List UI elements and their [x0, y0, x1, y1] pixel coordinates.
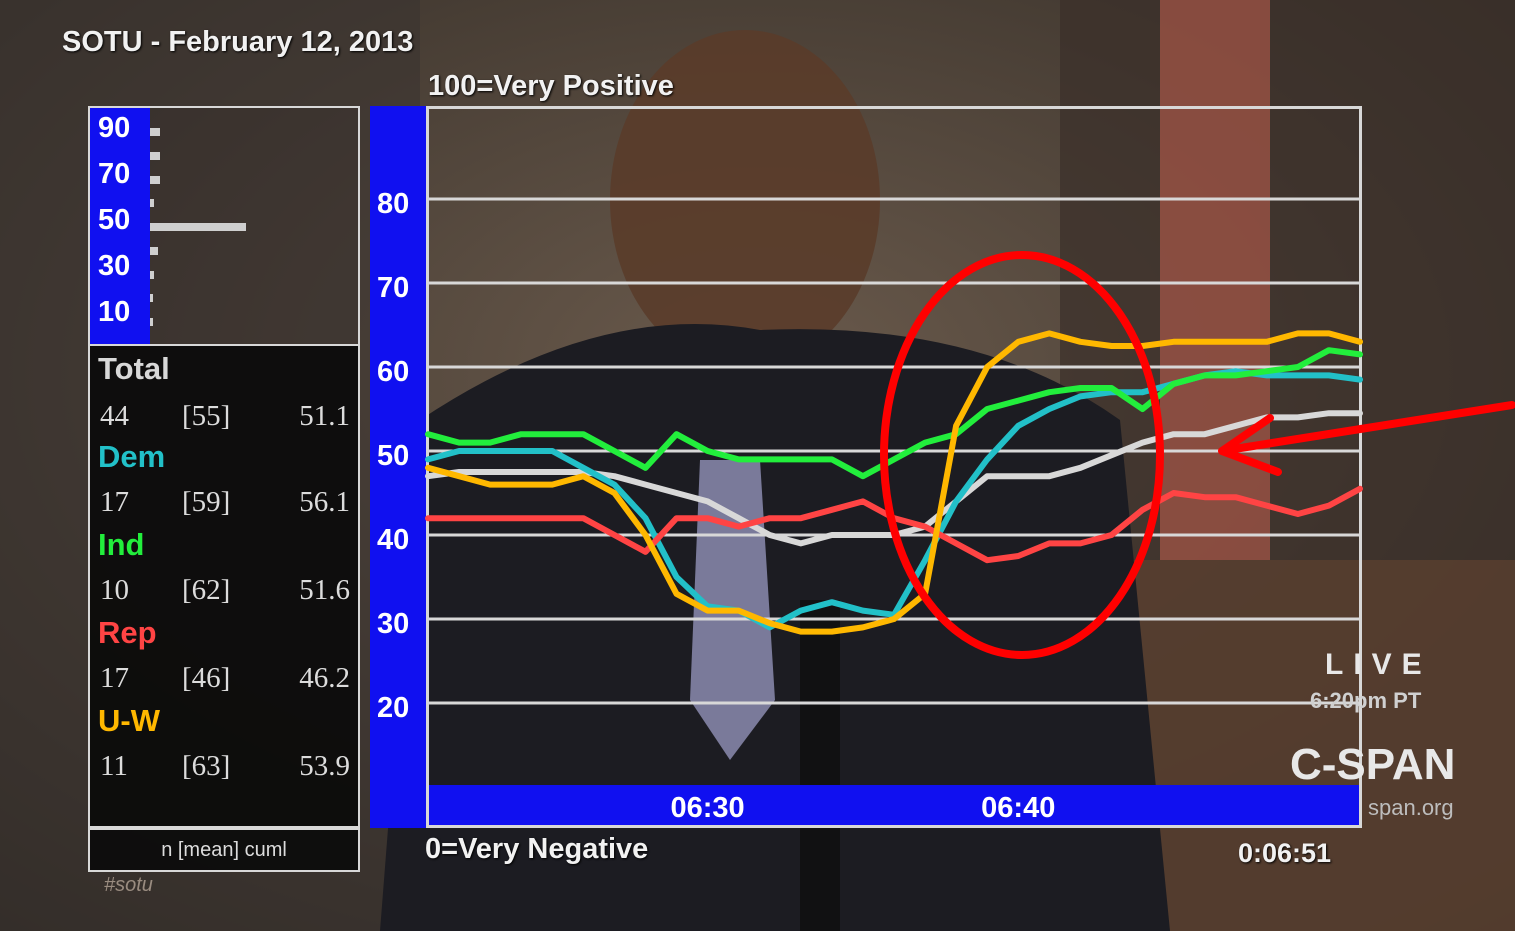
y-tick-label: 20 — [377, 692, 409, 724]
group-name: Dem — [98, 439, 166, 474]
group-mean: [62] — [182, 574, 231, 606]
y-tick-label: 70 — [377, 272, 409, 304]
group-cumulative: 56.1 — [299, 486, 350, 518]
histogram-tick-label: 10 — [98, 296, 131, 328]
x-tick-label: 06:30 — [671, 792, 745, 824]
histogram-bar — [150, 175, 160, 184]
histogram-bar — [150, 318, 153, 326]
group-name: U-W — [98, 703, 160, 738]
histogram-axis: 90 70 50 30 10 — [90, 108, 150, 344]
group-mean: [55] — [182, 400, 231, 432]
annotations — [880, 251, 1515, 659]
tie-background — [1160, 0, 1270, 560]
histogram-bar — [150, 223, 246, 231]
histogram-tick-label: 50 — [98, 204, 131, 236]
stats-footer-legend: n [mean] cuml — [88, 828, 360, 872]
group-name: Rep — [98, 615, 157, 650]
group-cumulative: 51.6 — [299, 574, 350, 606]
histogram-tick-label: 70 — [98, 158, 131, 190]
y-tick-label: 50 — [377, 440, 409, 472]
hashtag: #sotu — [104, 874, 153, 896]
y-tick-label: 60 — [377, 356, 409, 388]
live-indicator: LIVE — [1325, 648, 1432, 681]
histogram-bar — [150, 199, 154, 208]
scale-top-label: 100=Very Positive — [428, 70, 674, 102]
x-axis-bar — [426, 785, 1362, 828]
histogram-bar — [150, 151, 160, 160]
group-count: 44 — [100, 400, 129, 432]
x-tick-label: 06:40 — [981, 792, 1055, 824]
distribution-histogram: 90 70 50 30 10 — [88, 106, 360, 346]
group-mean: [59] — [182, 486, 231, 518]
network-logo: C-SPAN — [1290, 740, 1456, 789]
arrow-shaft — [1224, 401, 1515, 454]
gridlines — [428, 197, 1360, 705]
histogram-tick-label: 90 — [98, 112, 131, 144]
group-name: Total — [98, 351, 170, 386]
group-count: 17 — [100, 662, 129, 694]
histogram-bar — [150, 128, 160, 136]
group-cumulative: 51.1 — [299, 400, 350, 432]
group-mean: [46] — [182, 662, 231, 694]
series-line-u-w — [425, 330, 1363, 635]
group-cumulative: 53.9 — [299, 750, 350, 782]
elapsed-time: 0:06:51 — [1238, 838, 1332, 868]
network-url: span.org — [1368, 795, 1454, 820]
group-cumulative: 46.2 — [299, 662, 350, 694]
highlight-ellipse — [880, 251, 1164, 659]
group-count: 10 — [100, 574, 129, 606]
arrow-head — [1218, 414, 1282, 476]
y-tick-labels: 80 70 60 50 40 30 20 — [377, 188, 409, 724]
chart-title: SOTU - February 12, 2013 — [62, 26, 414, 58]
scale-bottom-label: 0=Very Negative — [425, 833, 649, 865]
histogram-bar — [150, 246, 158, 255]
series-line-ind — [425, 347, 1363, 480]
histogram-bar — [150, 270, 154, 279]
microphone — [800, 600, 840, 931]
stats-panel: Total 44 [55] 51.1 Dem 17 [59] 56.1 Ind … — [88, 346, 360, 828]
live-time: 6:20pm PT — [1310, 688, 1422, 713]
y-tick-label: 30 — [377, 608, 409, 640]
y-tick-label: 80 — [377, 188, 409, 220]
group-name: Ind — [98, 527, 145, 562]
histogram-bar — [150, 294, 153, 303]
y-tick-label: 40 — [377, 524, 409, 556]
histogram-tick-label: 30 — [98, 250, 131, 282]
group-count: 17 — [100, 486, 129, 518]
x-tick-labels: 06:30 06:40 — [671, 792, 1056, 824]
group-count: 11 — [100, 750, 128, 782]
group-mean: [63] — [182, 750, 231, 782]
y-axis-bar — [370, 106, 426, 828]
